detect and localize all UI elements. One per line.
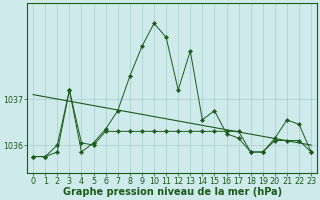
X-axis label: Graphe pression niveau de la mer (hPa): Graphe pression niveau de la mer (hPa): [63, 187, 282, 197]
